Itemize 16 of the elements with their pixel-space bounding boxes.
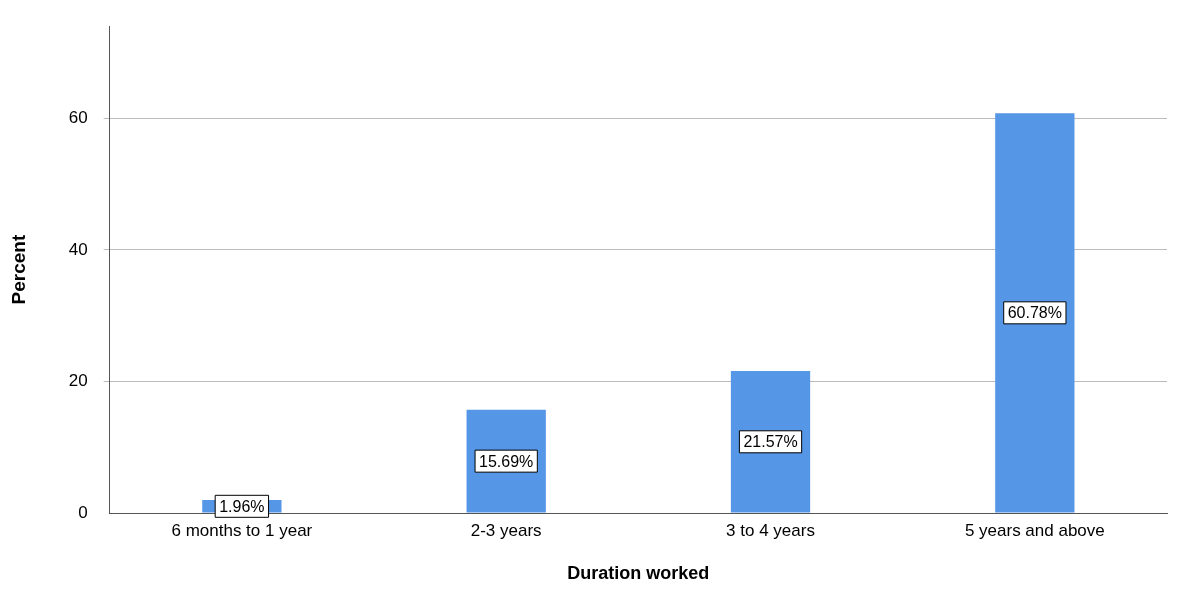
data-label: 21.57%	[743, 433, 798, 451]
x-tick-label: 5 years and above	[964, 520, 1105, 540]
x-tick-label: 3 to 4 years	[726, 520, 815, 540]
y-tick-label: 60	[68, 107, 88, 127]
x-tick-label: 2-3 years	[470, 520, 542, 540]
data-label: 60.78%	[1007, 304, 1062, 322]
x-tick-label: 6 months to 1 year	[171, 520, 313, 540]
y-tick-label: 0	[78, 502, 88, 522]
x-axis-title: Duration worked	[567, 563, 710, 584]
bar	[995, 113, 1075, 513]
y-axis-title: Percent	[7, 234, 29, 305]
y-tick-label: 20	[68, 371, 88, 391]
y-tick-label: 40	[68, 239, 88, 259]
bar	[730, 371, 811, 513]
data-label: 1.96%	[219, 497, 265, 515]
data-label: 15.69%	[479, 452, 534, 470]
